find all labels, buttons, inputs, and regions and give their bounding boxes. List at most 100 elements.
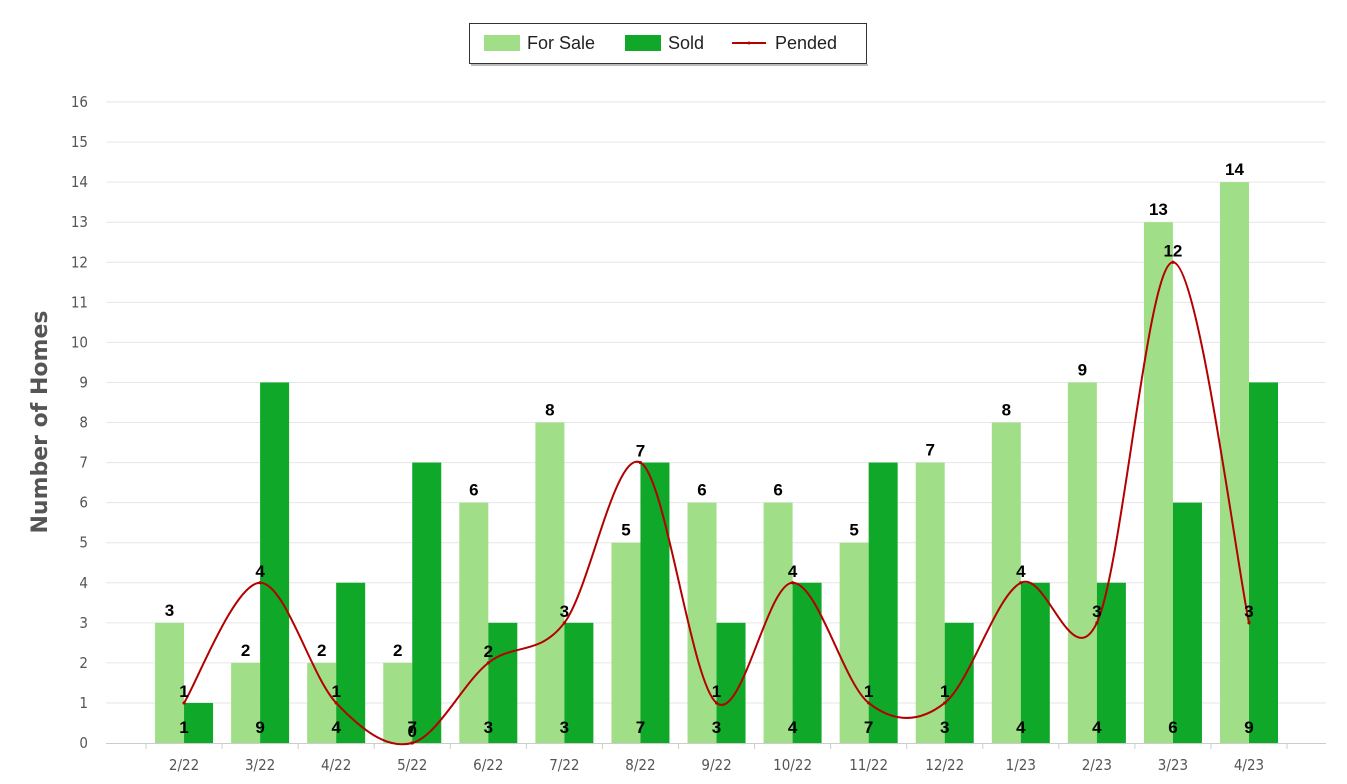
pended-point bbox=[1095, 621, 1099, 625]
label-sold: 9 bbox=[1244, 718, 1253, 737]
bar-sold bbox=[260, 382, 290, 743]
bar-for-sale bbox=[383, 662, 413, 743]
label-for-sale: 7 bbox=[926, 441, 935, 460]
legend: For Sale Sold Pended bbox=[469, 23, 868, 66]
label-pended: 1 bbox=[331, 682, 340, 701]
x-tick-label: 6/22 bbox=[473, 756, 503, 774]
label-pended: 3 bbox=[560, 602, 569, 621]
bar-for-sale bbox=[307, 662, 337, 743]
pended-point bbox=[867, 701, 871, 705]
label-sold: 4 bbox=[1092, 718, 1102, 737]
label-pended: 1 bbox=[864, 682, 873, 701]
x-tick-label: 4/23 bbox=[1234, 756, 1264, 774]
x-tick-label: 2/23 bbox=[1082, 756, 1112, 774]
label-for-sale: 8 bbox=[1002, 401, 1011, 420]
data-labels: 3112942412706328335776316445717318449431… bbox=[165, 160, 1254, 741]
label-for-sale: 3 bbox=[165, 601, 174, 620]
x-tick-label: 10/22 bbox=[773, 756, 812, 774]
bar-sold bbox=[184, 702, 214, 743]
bar-for-sale bbox=[687, 502, 717, 743]
label-pended: 4 bbox=[788, 562, 798, 581]
bar-sold bbox=[412, 462, 442, 743]
bar-sold bbox=[564, 622, 594, 743]
label-for-sale: 9 bbox=[1078, 360, 1087, 379]
pended-point bbox=[714, 701, 719, 705]
label-for-sale: 6 bbox=[697, 481, 706, 500]
legend-label-sold: Sold bbox=[668, 33, 704, 53]
label-for-sale: 8 bbox=[545, 401, 554, 420]
label-for-sale: 5 bbox=[621, 521, 630, 540]
label-pended: 1 bbox=[179, 682, 188, 701]
legend-swatch-for-sale bbox=[484, 35, 520, 51]
label-sold: 7 bbox=[408, 718, 417, 737]
label-for-sale: 6 bbox=[773, 481, 782, 500]
bar-for-sale bbox=[763, 502, 793, 743]
bar-for-sale bbox=[459, 502, 489, 743]
bar-sold bbox=[944, 622, 974, 743]
y-tick-label: 1 bbox=[79, 694, 88, 712]
y-tick-label: 5 bbox=[79, 534, 88, 552]
label-for-sale: 14 bbox=[1225, 160, 1244, 179]
label-sold: 3 bbox=[484, 718, 493, 737]
label-sold: 4 bbox=[331, 718, 341, 737]
y-tick-label: 9 bbox=[79, 373, 88, 391]
label-pended: 0 bbox=[408, 722, 417, 741]
bar-for-sale bbox=[1143, 222, 1173, 743]
label-pended: 7 bbox=[636, 442, 645, 461]
x-tick-label: 8/22 bbox=[625, 756, 655, 774]
pended-point bbox=[562, 621, 566, 625]
y-tick-label: 13 bbox=[71, 213, 88, 231]
y-tick-label: 6 bbox=[79, 494, 88, 512]
pended-line bbox=[183, 261, 1250, 746]
y-tick-label: 4 bbox=[79, 574, 88, 592]
bar-sold bbox=[1172, 502, 1202, 743]
bar-for-sale bbox=[535, 422, 565, 743]
y-tick-label: 3 bbox=[79, 614, 88, 632]
y-tick-label: 8 bbox=[79, 414, 88, 432]
legend-label-for-sale: For Sale bbox=[527, 33, 595, 53]
x-tick-label: 11/22 bbox=[849, 756, 888, 774]
y-tick-label: 16 bbox=[71, 93, 88, 111]
pended-point bbox=[258, 581, 262, 585]
y-tick-label: 12 bbox=[71, 253, 88, 271]
pended-point bbox=[790, 581, 795, 585]
legend-label-pended: Pended bbox=[775, 33, 837, 53]
bar-for-sale bbox=[1067, 382, 1097, 743]
label-sold: 4 bbox=[788, 718, 798, 737]
pended-point bbox=[943, 701, 947, 705]
pended-line-group bbox=[182, 260, 1251, 746]
label-for-sale: 5 bbox=[849, 521, 858, 540]
x-tick-label: 9/22 bbox=[701, 756, 731, 774]
label-pended: 1 bbox=[940, 682, 949, 701]
pended-point bbox=[1171, 260, 1175, 264]
x-tick-label: 5/22 bbox=[397, 756, 427, 774]
label-pended: 3 bbox=[1244, 602, 1253, 621]
label-sold: 6 bbox=[1168, 718, 1177, 737]
x-tick-label: 3/23 bbox=[1158, 756, 1188, 774]
bar-for-sale bbox=[611, 542, 641, 743]
pended-point bbox=[486, 661, 490, 665]
label-sold: 7 bbox=[864, 718, 873, 737]
bar-for-sale bbox=[231, 662, 261, 743]
pended-point bbox=[1019, 581, 1023, 585]
bar-sold bbox=[488, 622, 518, 743]
label-pended: 1 bbox=[712, 682, 721, 701]
x-tick-label: 2/22 bbox=[169, 756, 199, 774]
bar-for-sale bbox=[1220, 182, 1250, 743]
bar-for-sale bbox=[915, 462, 945, 743]
x-tick-label: 12/22 bbox=[925, 756, 964, 774]
bar-for-sale bbox=[991, 422, 1021, 743]
pended-point bbox=[1247, 621, 1251, 625]
label-for-sale: 13 bbox=[1149, 200, 1168, 219]
pended-point bbox=[334, 701, 338, 705]
label-for-sale: 2 bbox=[241, 641, 250, 660]
label-sold: 3 bbox=[940, 718, 949, 737]
x-tick-label: 7/22 bbox=[549, 756, 579, 774]
bar-for-sale bbox=[155, 622, 185, 743]
label-pended: 2 bbox=[484, 642, 493, 661]
y-tick-label: 10 bbox=[71, 333, 88, 351]
label-sold: 4 bbox=[1016, 718, 1026, 737]
pended-point bbox=[638, 460, 643, 465]
label-sold: 9 bbox=[255, 718, 264, 737]
